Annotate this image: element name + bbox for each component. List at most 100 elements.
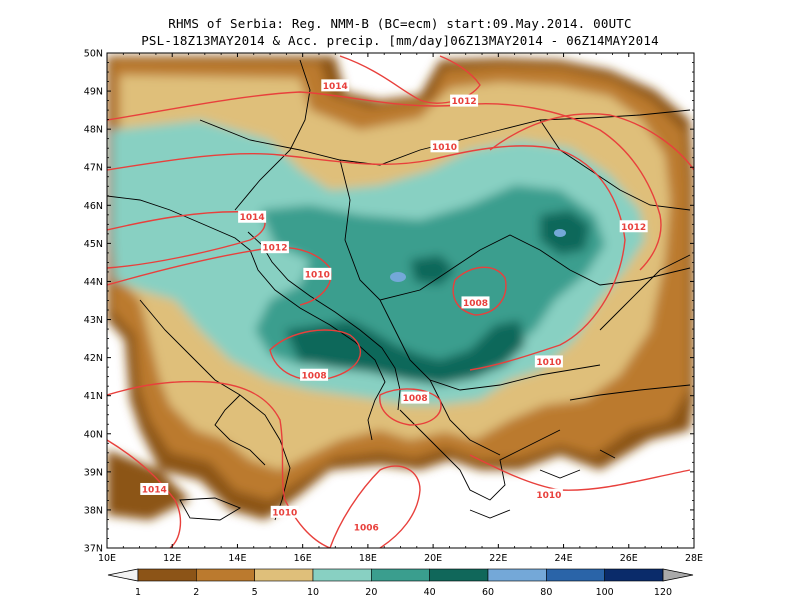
colorbar-swatch bbox=[604, 568, 664, 582]
colorbar-swatch bbox=[487, 568, 547, 582]
lat-tick-label: 50N bbox=[84, 49, 103, 60]
isobar-label-bg bbox=[401, 391, 430, 404]
isobar-1008 bbox=[269, 329, 362, 381]
isobar-label-bg bbox=[140, 482, 169, 495]
colorbar: 1 2 5 10 20 40 60 80 100 120 bbox=[107, 568, 694, 598]
greece-coast bbox=[399, 409, 561, 501]
isobar-1008-center bbox=[452, 266, 507, 316]
colorbar-under-arrow bbox=[107, 568, 139, 582]
lon-tick-label: 26E bbox=[620, 553, 638, 564]
isobar-label-bg bbox=[300, 368, 329, 381]
isobar-label-bg bbox=[534, 488, 563, 501]
isobar-label: 1014 bbox=[238, 210, 267, 223]
isobar-label-text: 1010 bbox=[536, 358, 561, 368]
coastlines-borders bbox=[107, 59, 691, 521]
lat-tick-label: 40N bbox=[84, 429, 103, 440]
title-line-1: RHMS of Serbia: Reg. NMM-B (BC=ecm) star… bbox=[168, 16, 632, 31]
adriatic-coast-west bbox=[107, 195, 386, 441]
isobar-label: 1006 bbox=[352, 521, 381, 534]
isobar-label: 1012 bbox=[450, 94, 479, 107]
isobar-label-text: 1008 bbox=[463, 299, 488, 309]
colorbar-swatch bbox=[312, 568, 372, 582]
isobar-label: 1008 bbox=[461, 296, 490, 309]
isobar-label-text: 1010 bbox=[536, 491, 561, 501]
lat-tick-label: 47N bbox=[84, 163, 103, 174]
turkey-coast bbox=[569, 384, 691, 401]
colorbar-label: 10 bbox=[307, 587, 319, 598]
precip-band-40 bbox=[285, 320, 525, 385]
isobar-label-bg bbox=[352, 521, 381, 534]
isobar-label: 1010 bbox=[430, 140, 459, 153]
colorbar-swatch bbox=[371, 568, 430, 582]
colorbar-label: 60 bbox=[482, 587, 494, 598]
colorbar-label: 40 bbox=[424, 587, 436, 598]
colorbar-label: 5 bbox=[252, 587, 258, 598]
isobar-label: 1008 bbox=[401, 391, 430, 404]
colorbar-label: 100 bbox=[596, 587, 614, 598]
colorbar-label: 120 bbox=[654, 587, 672, 598]
lat-tick-label: 46N bbox=[84, 201, 103, 212]
isobar-label-text: 1014 bbox=[142, 485, 167, 495]
colorbar-swatch bbox=[137, 568, 197, 582]
isobar-1008-south bbox=[379, 388, 442, 426]
isobar-1006 bbox=[329, 465, 421, 548]
isobar-label-bg bbox=[450, 94, 479, 107]
isobar-label-bg bbox=[270, 505, 299, 518]
isobar-label-text: 1012 bbox=[262, 244, 287, 254]
precip-band-40c bbox=[410, 255, 455, 285]
latitude-axis: 50N 49N 48N 47N 46N 45N 44N 43N 42N 41N 40N 39N 38N 3… bbox=[84, 49, 694, 555]
colorbar-label: 2 bbox=[193, 587, 199, 598]
isobar-label-text: 1006 bbox=[354, 524, 379, 534]
isobar-label-bg bbox=[534, 355, 563, 368]
lon-tick-label: 22E bbox=[489, 553, 507, 564]
lon-tick-label: 16E bbox=[294, 553, 312, 564]
black-sea-coast bbox=[599, 254, 691, 331]
colorbar-over-arrow bbox=[662, 568, 694, 582]
isobar-label-text: 1014 bbox=[323, 82, 348, 92]
isobar-label: 1010 bbox=[303, 267, 332, 280]
lon-tick-label: 20E bbox=[424, 553, 442, 564]
isobar-label-bg bbox=[430, 140, 459, 153]
isobar-1010 bbox=[107, 145, 626, 371]
lon-tick-label: 24E bbox=[555, 553, 573, 564]
italy-boot bbox=[214, 394, 266, 466]
country-border-7 bbox=[234, 59, 311, 211]
lon-tick-label: 28E bbox=[685, 553, 703, 564]
lon-tick-label: 14E bbox=[228, 553, 246, 564]
isobar-label-bg bbox=[321, 79, 350, 92]
isobar-label-text: 1010 bbox=[272, 508, 297, 518]
isobar-1014-west bbox=[107, 211, 266, 269]
country-border-3 bbox=[459, 109, 691, 141]
lon-tick-label: 12E bbox=[163, 553, 181, 564]
lat-tick-label: 37N bbox=[84, 544, 103, 555]
isobar-label: 1010 bbox=[270, 505, 299, 518]
lon-tick-label: 18E bbox=[359, 553, 377, 564]
colorbar-label: 20 bbox=[365, 587, 377, 598]
isobar-label-text: 1010 bbox=[432, 143, 457, 153]
country-border-4 bbox=[479, 234, 691, 286]
isobar-label-text: 1010 bbox=[305, 270, 330, 280]
isobar-label-bg bbox=[461, 296, 490, 309]
isobar-label-bg bbox=[619, 220, 648, 233]
isobar-label: 1014 bbox=[140, 482, 169, 495]
precip-cell-60 bbox=[554, 229, 566, 237]
longitude-axis: 10E 12E 14E 16E 18E 20E 22E 24E 26E 28E bbox=[98, 53, 703, 564]
isobar-label-text: 1012 bbox=[621, 223, 646, 233]
lat-tick-label: 43N bbox=[84, 315, 103, 326]
isobar-label-bg bbox=[260, 241, 289, 254]
isobar-label: 1012 bbox=[619, 220, 648, 233]
country-border-5 bbox=[379, 299, 601, 391]
isobar-label-text: 1008 bbox=[302, 371, 327, 381]
isobar-1014 bbox=[339, 55, 481, 104]
isobar-1010-ne bbox=[489, 113, 694, 171]
lat-tick-label: 49N bbox=[84, 87, 103, 98]
lat-tick-label: 48N bbox=[84, 125, 103, 136]
precipitation-field bbox=[107, 56, 694, 520]
aegean-islands bbox=[469, 449, 616, 519]
isobar-label-text: 1014 bbox=[240, 213, 265, 223]
isobar-label: 1012 bbox=[260, 241, 289, 254]
title-line-2: PSL-18Z13MAY2014 & Acc. precip. [mm/day]… bbox=[141, 33, 659, 48]
colorbar-label: 80 bbox=[540, 587, 552, 598]
isobar-label-text: 1008 bbox=[403, 394, 428, 404]
